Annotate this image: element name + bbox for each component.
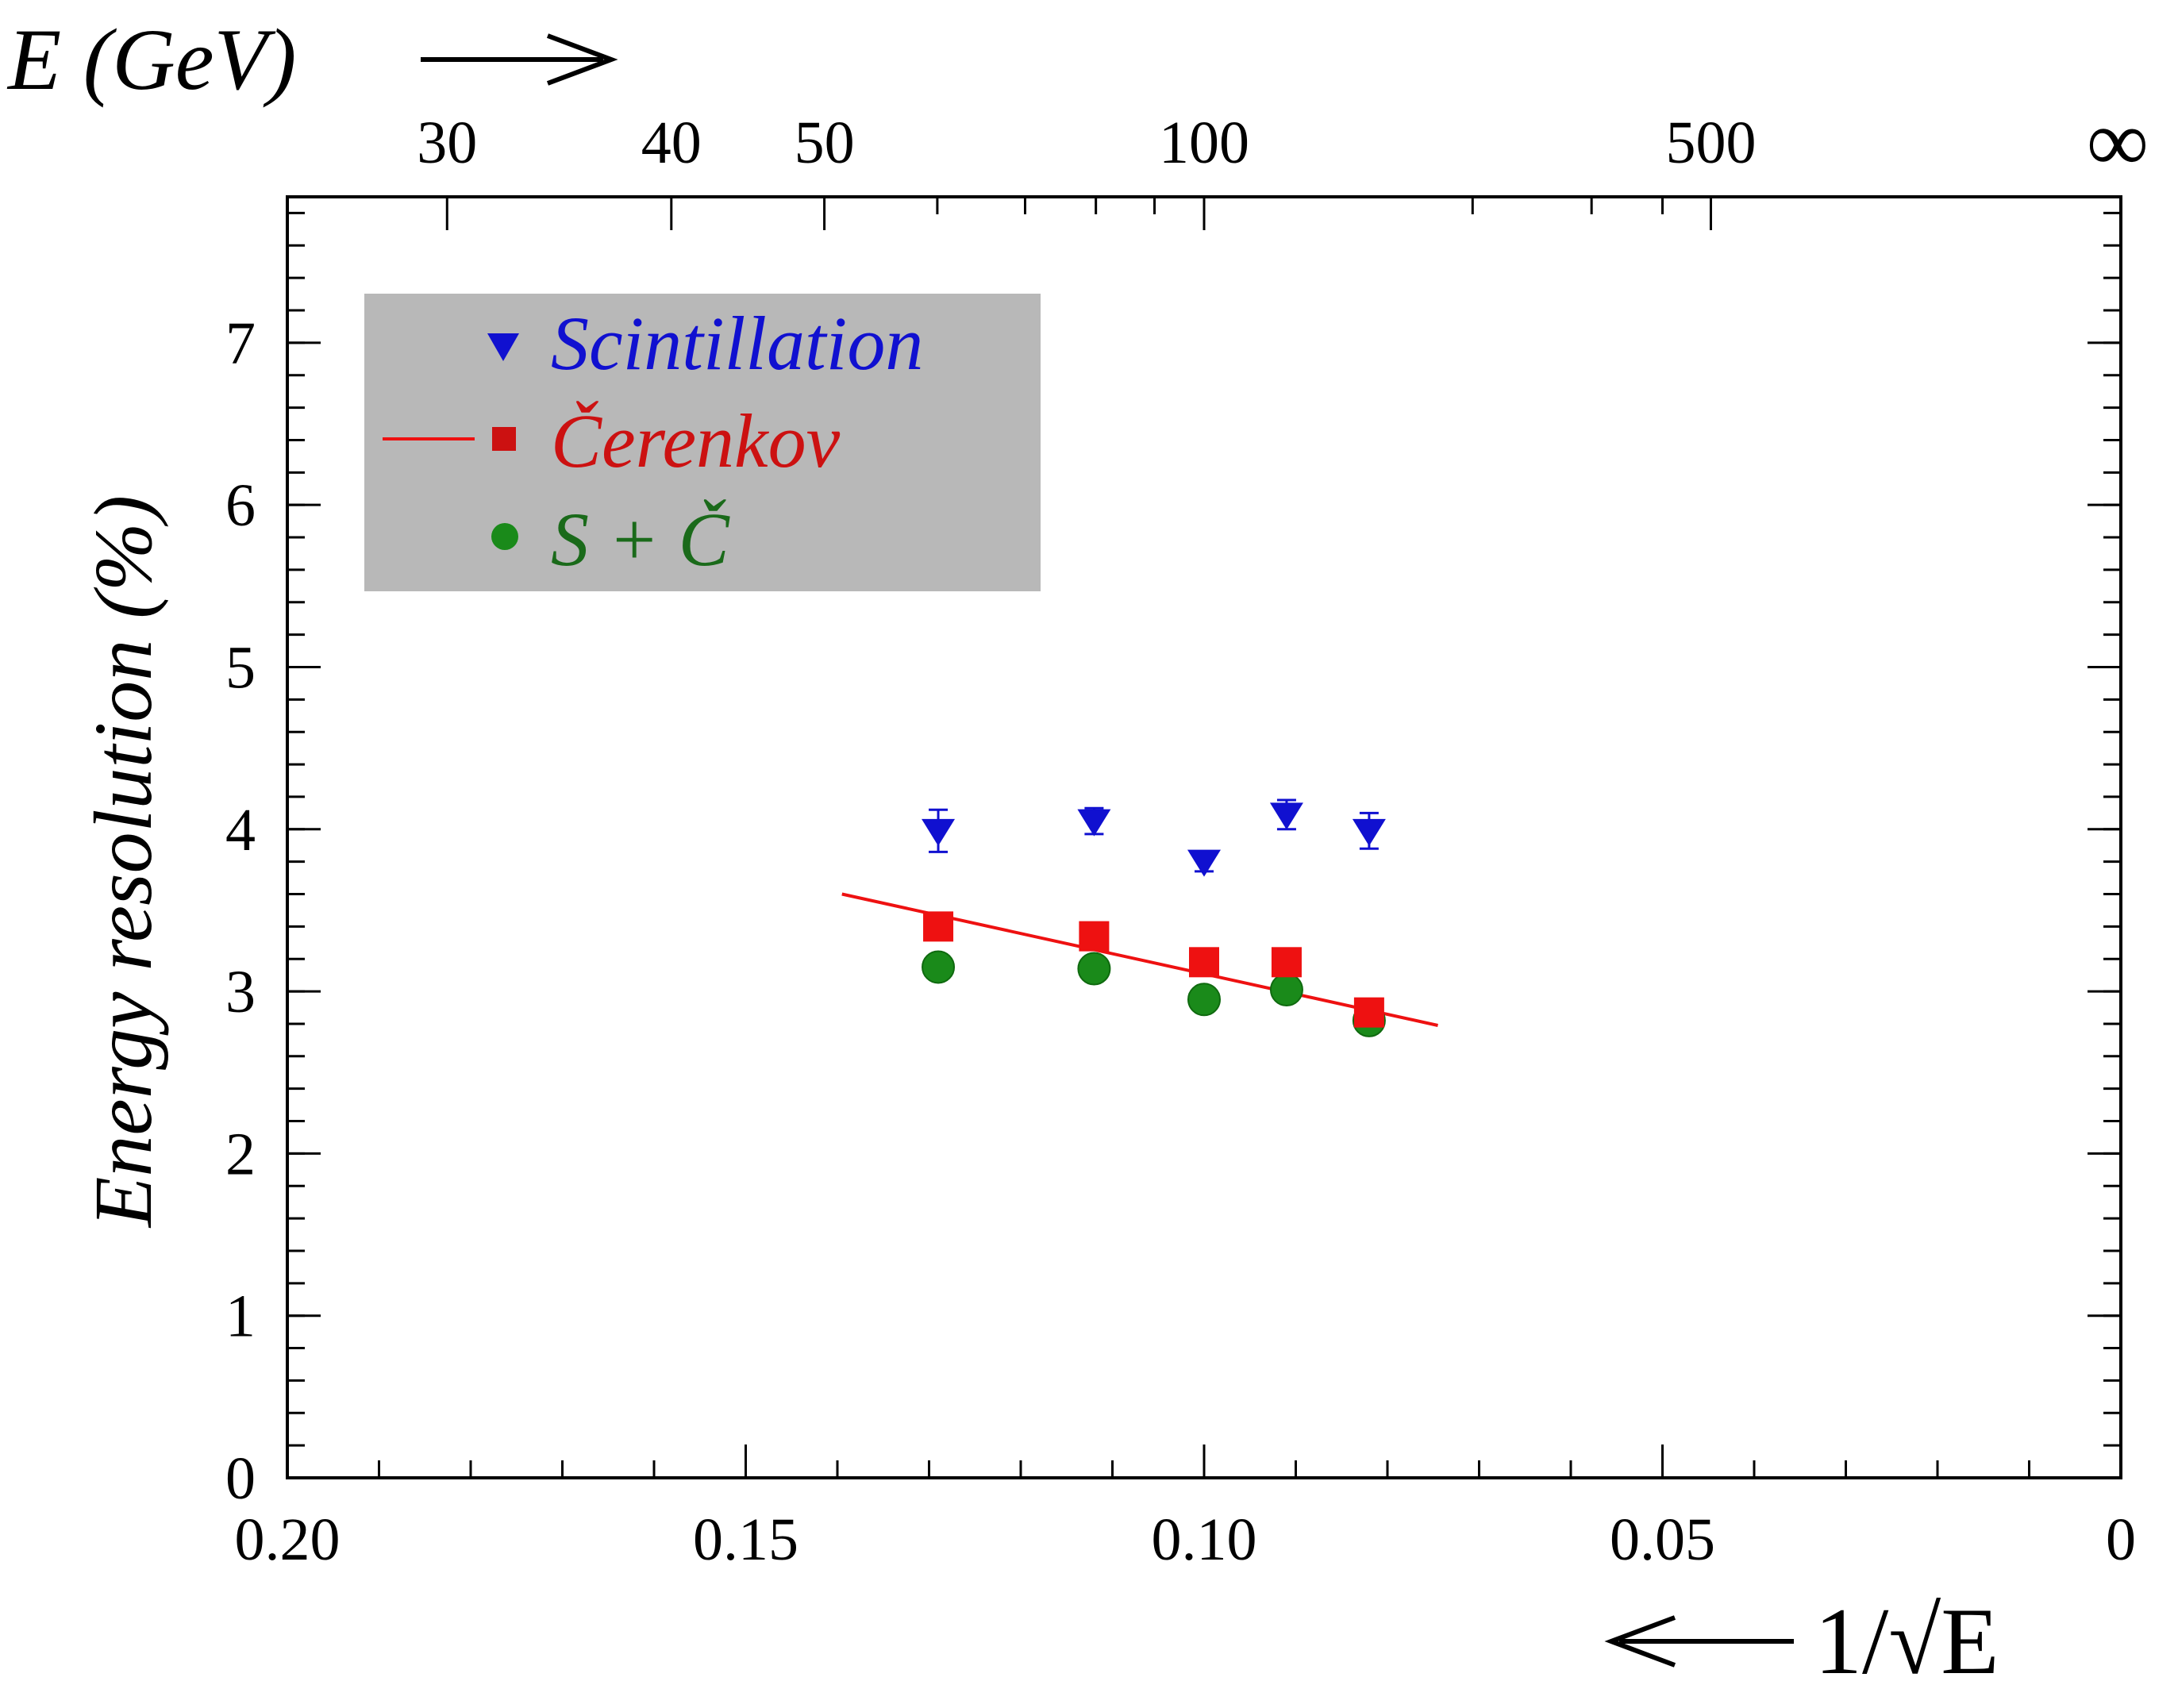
scintillation-point bbox=[1187, 849, 1221, 877]
y-tick-label: 5 bbox=[225, 634, 256, 701]
sc-point bbox=[922, 950, 956, 984]
top-tick-label: 100 bbox=[1159, 110, 1249, 176]
x-tick-label: 0.10 bbox=[1152, 1506, 1257, 1573]
sc-point bbox=[1077, 952, 1111, 986]
scintillation-point bbox=[1269, 802, 1303, 830]
y-tick-label: 7 bbox=[225, 310, 256, 377]
legend-label-sc: S + Č bbox=[551, 497, 730, 582]
x-tick-label: 0.20 bbox=[235, 1506, 341, 1573]
scintillation-point bbox=[1352, 818, 1386, 846]
y-tick-label: 0 bbox=[225, 1445, 256, 1512]
top-axis-label: E (GeV) bbox=[6, 11, 296, 108]
axes-layer: 0.20 0.15 0.10 0.05 0 0 1 2 3 4 5 6 7 30 40 50 100 500 bbox=[225, 110, 2136, 1573]
cerenkov-point bbox=[1189, 947, 1219, 978]
y-tick-label: 4 bbox=[225, 797, 256, 864]
x-tick-label: 0 bbox=[2106, 1506, 2136, 1573]
top-tick-label: 500 bbox=[1665, 110, 1756, 176]
x-axis-label: 1/√E bbox=[1814, 1588, 1999, 1694]
sc-point bbox=[1187, 983, 1221, 1017]
legend: Scintillation Čerenkov S + Č bbox=[364, 294, 1041, 591]
sc-point bbox=[1269, 973, 1303, 1007]
cerenkov-point bbox=[1079, 921, 1110, 952]
marks-layer bbox=[841, 798, 1438, 1037]
legend-marker-scintillation bbox=[487, 333, 519, 361]
cerenkov-point bbox=[923, 911, 954, 942]
top-tick-label: 30 bbox=[417, 110, 477, 176]
scintillation-point bbox=[922, 818, 956, 846]
x-tick-label: 0.15 bbox=[693, 1506, 798, 1573]
y-tick-label: 6 bbox=[225, 472, 256, 539]
y-tick-label: 3 bbox=[225, 959, 256, 1025]
legend-marker-sc bbox=[491, 523, 518, 550]
top-tick-label: 40 bbox=[641, 110, 702, 176]
top-axis-arrow bbox=[421, 33, 618, 86]
x-tick-label: 0.05 bbox=[1610, 1506, 1715, 1573]
legend-background bbox=[364, 294, 1041, 591]
legend-label-scintillation: Scintillation bbox=[551, 301, 923, 386]
y-tick-label: 2 bbox=[225, 1121, 256, 1187]
scintillation-point bbox=[1077, 809, 1111, 837]
top-axis-infinity-label: ∞ bbox=[2087, 93, 2149, 190]
y-axis-label: Energy resolution (%) bbox=[78, 495, 169, 1229]
x-axis-arrow bbox=[1604, 1615, 1794, 1668]
y-tick-label: 1 bbox=[225, 1283, 256, 1350]
cerenkov-point bbox=[1271, 947, 1302, 978]
legend-marker-cerenkov bbox=[492, 427, 516, 451]
top-tick-label: 50 bbox=[795, 110, 855, 176]
cerenkov-point bbox=[1353, 997, 1384, 1028]
legend-label-cerenkov: Čerenkov bbox=[551, 398, 841, 483]
